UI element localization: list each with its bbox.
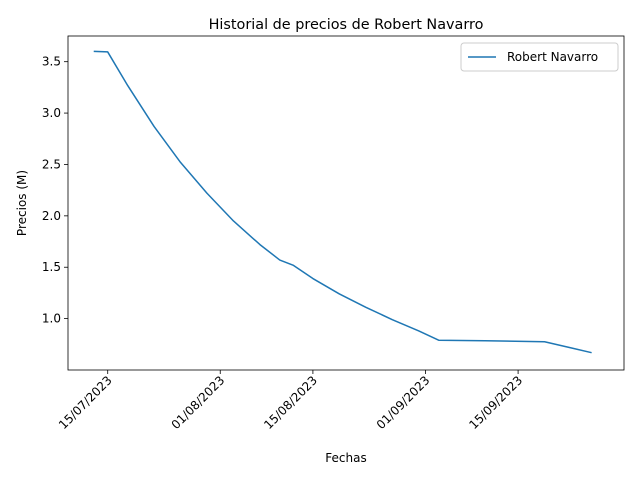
y-tick-label: 2.0 xyxy=(42,209,61,223)
legend-box xyxy=(460,42,619,72)
series-line xyxy=(93,50,592,354)
plot-frame xyxy=(67,35,625,371)
y-axis-label: Precios (M) xyxy=(15,170,29,236)
legend-label: Robert Navarro xyxy=(507,50,598,64)
y-tick-label: 3.5 xyxy=(42,55,61,69)
y-tick-label: 3.0 xyxy=(42,106,61,120)
chart-title: Historial de precios de Robert Navarro xyxy=(209,17,484,33)
series-lines xyxy=(93,50,592,354)
y-tick-label: 1.5 xyxy=(42,260,61,274)
plot-area xyxy=(68,36,624,370)
legend: Robert Navarro xyxy=(460,42,619,72)
y-tick-label: 2.5 xyxy=(42,157,61,171)
x-axis-label: Fechas xyxy=(325,451,366,465)
y-axis: 1.0 1.5 2.0 2.5 3.0 3.5 xyxy=(42,55,68,326)
y-tick-label: 1.0 xyxy=(42,312,61,326)
